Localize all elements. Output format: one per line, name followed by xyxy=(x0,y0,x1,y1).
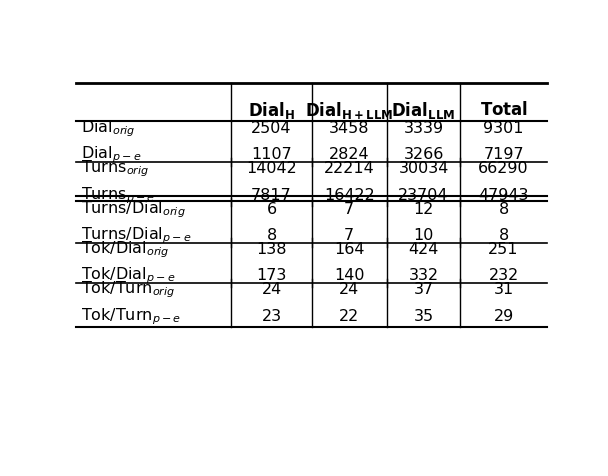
Text: 10: 10 xyxy=(413,228,434,243)
Text: 7817: 7817 xyxy=(251,188,292,203)
Text: 14042: 14042 xyxy=(246,161,297,177)
Text: 7: 7 xyxy=(344,228,354,243)
Text: 23: 23 xyxy=(261,309,282,324)
Text: 138: 138 xyxy=(257,242,287,257)
Text: $\mathrm{Turns}_{\mathit{p-e}}$: $\mathrm{Turns}_{\mathit{p-e}}$ xyxy=(81,185,155,206)
Text: $\mathrm{Tok/Turn}_{\mathit{orig}}$: $\mathrm{Tok/Turn}_{\mathit{orig}}$ xyxy=(81,279,175,300)
Text: 2504: 2504 xyxy=(251,121,292,136)
Text: 7197: 7197 xyxy=(483,148,524,162)
Text: 3458: 3458 xyxy=(329,121,370,136)
Text: 8: 8 xyxy=(266,228,277,243)
Text: $\mathrm{Tok/Turn}_{\mathit{p-e}}$: $\mathrm{Tok/Turn}_{\mathit{p-e}}$ xyxy=(81,306,181,327)
Text: 9301: 9301 xyxy=(483,121,524,136)
Text: 232: 232 xyxy=(488,268,519,283)
Text: 140: 140 xyxy=(334,268,365,283)
Text: $\mathbf{Dial}_{\mathbf{H}}$: $\mathbf{Dial}_{\mathbf{H}}$ xyxy=(248,100,295,121)
Text: $\mathrm{Tok/Dial}_{\mathit{orig}}$: $\mathrm{Tok/Dial}_{\mathit{orig}}$ xyxy=(81,239,169,260)
Text: 29: 29 xyxy=(494,309,514,324)
Text: $\mathbf{Dial}_{\mathbf{LLM}}$: $\mathbf{Dial}_{\mathbf{LLM}}$ xyxy=(392,100,455,121)
Text: 35: 35 xyxy=(413,309,434,324)
Text: $\mathrm{Turns/Dial}_{\mathit{p-e}}$: $\mathrm{Turns/Dial}_{\mathit{p-e}}$ xyxy=(81,225,192,246)
Text: 31: 31 xyxy=(494,282,514,298)
Text: 66290: 66290 xyxy=(478,161,529,177)
Text: 2824: 2824 xyxy=(329,148,370,162)
Text: 3339: 3339 xyxy=(404,121,444,136)
Text: 47943: 47943 xyxy=(478,188,529,203)
Text: 24: 24 xyxy=(339,282,359,298)
Text: 6: 6 xyxy=(266,202,277,217)
Text: 7: 7 xyxy=(344,202,354,217)
Text: 332: 332 xyxy=(409,268,438,283)
Text: 16422: 16422 xyxy=(324,188,375,203)
Text: 8: 8 xyxy=(499,202,509,217)
Text: 23704: 23704 xyxy=(398,188,449,203)
Text: 1107: 1107 xyxy=(251,148,292,162)
Text: $\mathbf{Total}$: $\mathbf{Total}$ xyxy=(480,101,528,119)
Text: 22: 22 xyxy=(339,309,359,324)
Text: $\mathrm{Dial}_{\mathit{orig}}$: $\mathrm{Dial}_{\mathit{orig}}$ xyxy=(81,119,135,139)
Text: 173: 173 xyxy=(257,268,287,283)
Text: 424: 424 xyxy=(409,242,439,257)
Text: 24: 24 xyxy=(261,282,282,298)
Text: $\mathrm{Tok/Dial}_{\mathit{p-e}}$: $\mathrm{Tok/Dial}_{\mathit{p-e}}$ xyxy=(81,266,175,286)
Text: 37: 37 xyxy=(413,282,434,298)
Text: $\mathrm{Turns}_{\mathit{orig}}$: $\mathrm{Turns}_{\mathit{orig}}$ xyxy=(81,159,149,179)
Text: 251: 251 xyxy=(488,242,519,257)
Text: 12: 12 xyxy=(413,202,434,217)
Text: $\mathbf{Dial}_{\mathbf{H+LLM}}$: $\mathbf{Dial}_{\mathbf{H+LLM}}$ xyxy=(305,100,393,121)
Text: 3266: 3266 xyxy=(403,148,444,162)
Text: 8: 8 xyxy=(499,228,509,243)
Text: 30034: 30034 xyxy=(398,161,449,177)
Text: 22214: 22214 xyxy=(324,161,375,177)
Text: $\mathrm{Turns/Dial}_{\mathit{orig}}$: $\mathrm{Turns/Dial}_{\mathit{orig}}$ xyxy=(81,199,185,219)
Text: $\mathrm{Dial}_{\mathit{p-e}}$: $\mathrm{Dial}_{\mathit{p-e}}$ xyxy=(81,145,141,165)
Text: 164: 164 xyxy=(334,242,365,257)
